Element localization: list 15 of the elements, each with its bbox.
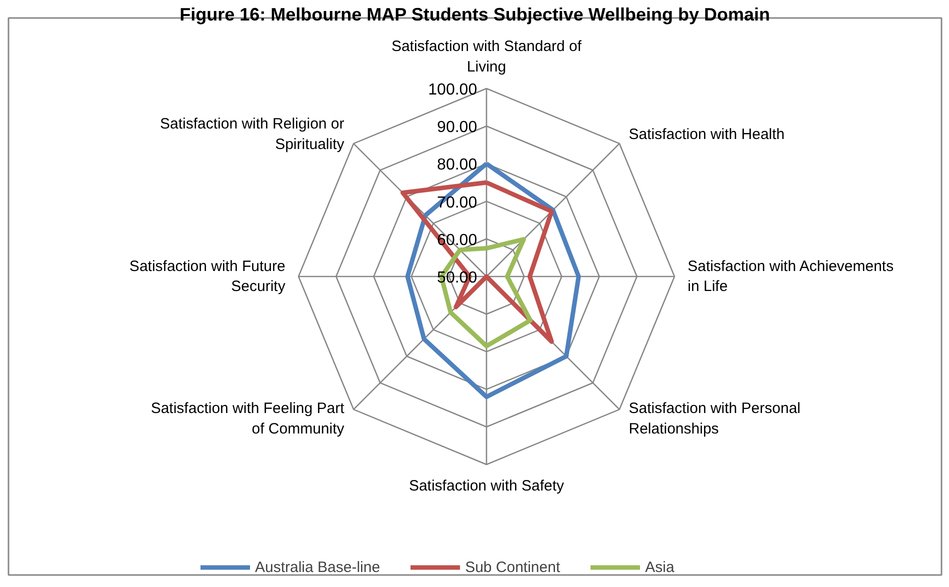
y-tick-label: 100.00 xyxy=(428,82,478,98)
y-tick-label: 90.00 xyxy=(437,119,478,136)
spoke-label: Satisfaction with Personal Relationships xyxy=(628,400,801,438)
legend-label: Sub Continent xyxy=(465,558,560,576)
spoke-label: Satisfaction with Safety xyxy=(408,478,565,495)
spoke-label: Satisfaction with Religion or Spirituality xyxy=(160,116,345,153)
spoke-label: Satisfaction with Achievements in Life xyxy=(688,258,894,296)
chart-title: Figure 16: Melbourne MAP Students Subjective Wellbeing by Domain xyxy=(180,4,770,24)
spoke-label: Satisfaction with Standard of Living xyxy=(391,38,582,76)
legend-label: Asia xyxy=(645,558,674,576)
legend-label: Australia Base-line xyxy=(255,558,380,576)
spoke-label: Satisfaction with Feeling Part of Community xyxy=(150,400,346,438)
spoke-label: Satisfaction with Future Security xyxy=(129,258,286,296)
y-tick-label: 80.00 xyxy=(437,156,478,174)
spoke-label: Satisfaction with Health xyxy=(628,126,785,143)
